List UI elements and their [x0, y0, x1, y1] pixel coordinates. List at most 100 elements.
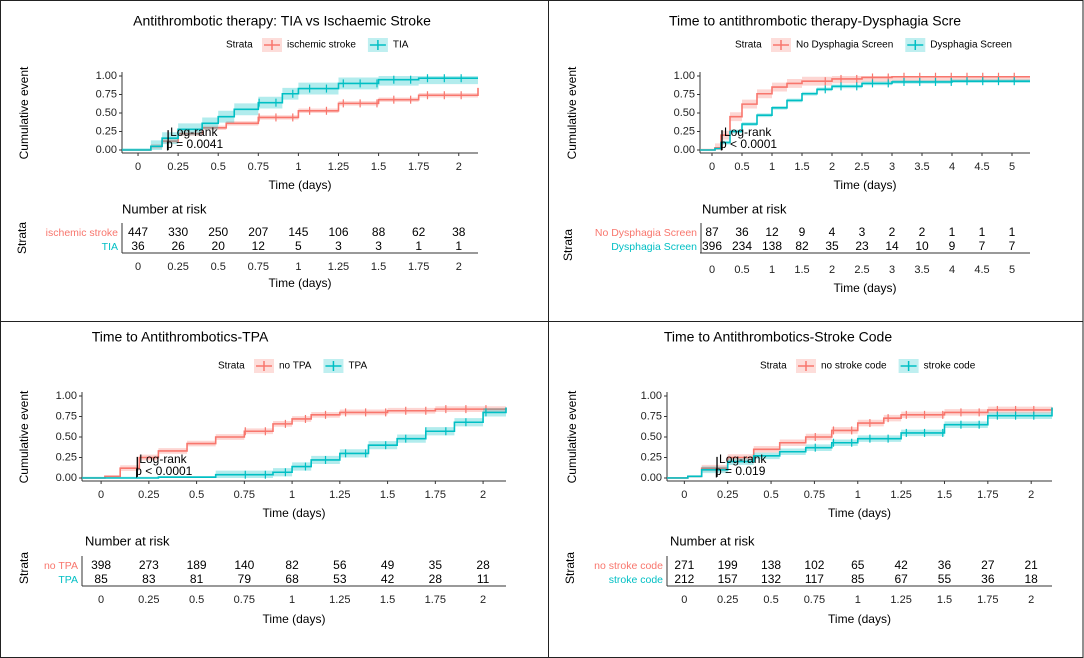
logrank-label: Log-rank: [724, 125, 772, 139]
risk-x-tick-label: 1.75: [425, 594, 446, 606]
y-tick-label: 0.75: [96, 88, 117, 100]
x-tick-label: 2: [480, 489, 486, 501]
risk-x-tick-label: 1.5: [794, 264, 809, 276]
p-value-label: p = 0.0041: [166, 137, 223, 151]
risk-row-label: ischemic stroke: [46, 227, 119, 239]
panel-1-stroke-type: Antithrombotic therapy: TIA vs Ischaemic…: [15, 13, 479, 290]
legend-title: Strata: [226, 40, 253, 51]
survival-curve: [700, 75, 1030, 151]
x-tick-label: 0.75: [234, 489, 255, 501]
risk-x-tick-label: 1.5: [371, 261, 386, 273]
legend-entry-1: No Dysphagia Screen: [796, 40, 893, 51]
series-2: [700, 77, 1030, 151]
risk-table-strata-label: Strata: [561, 229, 575, 261]
risk-table-title: Number at risk: [85, 533, 170, 548]
risk-row-label: Dysphagia Screen: [611, 241, 697, 253]
legend: Strata no TPA TPA: [218, 359, 367, 373]
risk-count: 49: [381, 558, 395, 572]
x-tick-label: 1.5: [371, 161, 386, 173]
risk-table-strata-label: Strata: [17, 552, 31, 584]
risk-x-tick-label: 1.25: [329, 594, 350, 606]
risk-x-tick-label: 0.5: [211, 261, 226, 273]
risk-row-label: no stroke code: [594, 560, 663, 572]
legend-entry-2: TIA: [393, 40, 409, 51]
risk-x-tick-label: 4.5: [974, 264, 989, 276]
risk-count: 28: [476, 558, 490, 572]
risk-count: 212: [674, 572, 694, 586]
risk-count: 88: [372, 225, 386, 239]
legend: Strata No Dysphagia Screen Dysphagia Scree…: [735, 38, 1012, 52]
legend-title: Strata: [218, 361, 245, 372]
x-tick-label: 0.25: [717, 489, 738, 501]
risk-x-tick-label: 0: [135, 261, 141, 273]
risk-count: 138: [761, 558, 781, 572]
risk-count: 26: [171, 239, 185, 253]
x-tick-label: 2: [456, 161, 462, 173]
x-tick-label: 2.5: [854, 161, 869, 173]
risk-count: 14: [885, 239, 899, 253]
x-tick-label: 4.5: [974, 161, 989, 173]
survival-curve: [667, 407, 1053, 479]
risk-x-tick-label: 2: [1028, 594, 1034, 606]
chart-title: Time to Antithrombotics-Stroke Code: [664, 329, 892, 345]
legend-entry-2: TPA: [348, 361, 367, 372]
risk-x-tick-label: 2: [829, 264, 835, 276]
risk-x-axis-title: Time (days): [263, 612, 326, 626]
logrank-label: Log-rank: [719, 452, 767, 466]
legend: Strata no stroke code stroke code: [760, 359, 976, 373]
y-tick-label: 0.00: [641, 472, 662, 484]
risk-x-tick-label: 2: [456, 261, 462, 273]
risk-count: 10: [915, 239, 929, 253]
risk-count: 132: [761, 572, 781, 586]
risk-count: 106: [328, 225, 348, 239]
risk-count: 82: [285, 558, 299, 572]
risk-x-tick-label: 0.25: [167, 261, 188, 273]
y-tick-label: 0.75: [674, 88, 695, 100]
risk-count: 62: [412, 225, 426, 239]
risk-count: 21: [1025, 558, 1039, 572]
y-tick-label: 0.50: [641, 431, 662, 443]
x-tick-label: 0.75: [248, 161, 269, 173]
risk-count: 2: [889, 225, 896, 239]
x-tick-label: 1.5: [937, 489, 952, 501]
risk-x-tick-label: 0.75: [234, 594, 255, 606]
risk-x-tick-label: 1: [295, 261, 301, 273]
x-tick-label: 2: [829, 161, 835, 173]
risk-count: 67: [894, 572, 908, 586]
x-tick-label: 1.75: [408, 161, 429, 173]
risk-x-tick-label: 5: [1009, 264, 1015, 276]
x-tick-label: 3.5: [914, 161, 929, 173]
risk-count: 1: [979, 225, 986, 239]
risk-x-tick-label: 0.75: [248, 261, 269, 273]
risk-count: 3: [375, 239, 382, 253]
y-tick-label: 0.50: [96, 107, 117, 119]
risk-x-tick-label: 1.5: [380, 594, 395, 606]
chart-title: Time to antithrombotic therapy-Dysphagia…: [669, 13, 961, 29]
chart-title: Antithrombotic therapy: TIA vs Ischaemic…: [133, 13, 431, 29]
risk-x-tick-label: 0.5: [189, 594, 204, 606]
risk-x-tick-label: 3.5: [914, 264, 929, 276]
risk-x-tick-label: 0.25: [717, 594, 738, 606]
series-1: [82, 404, 507, 479]
risk-count: 79: [238, 572, 252, 586]
risk-count: 1: [949, 225, 956, 239]
risk-x-tick-label: 1.25: [328, 261, 349, 273]
x-tick-label: 1.25: [329, 489, 350, 501]
legend: Strata ischemic stroke TIA: [226, 38, 409, 52]
y-tick-label: 0.50: [674, 107, 695, 119]
y-tick-label: 0.75: [641, 410, 662, 422]
risk-x-tick-label: 1: [855, 594, 861, 606]
x-tick-label: 0.5: [211, 161, 226, 173]
y-tick-label: 0.75: [56, 410, 77, 422]
x-tick-label: 1: [295, 161, 301, 173]
risk-count: 12: [765, 225, 779, 239]
risk-count: 199: [718, 558, 738, 572]
risk-x-tick-label: 1.75: [977, 594, 998, 606]
y-tick-label: 0.25: [96, 125, 117, 137]
x-tick-label: 1.25: [890, 489, 911, 501]
risk-table-strata-label: Strata: [563, 552, 577, 584]
risk-table-title: Number at risk: [122, 201, 207, 216]
y-axis-title: Cumulative event: [565, 66, 579, 159]
panel-3-tpa: Time to Antithrombotics-TPA Strata no TPA T…: [17, 329, 507, 626]
